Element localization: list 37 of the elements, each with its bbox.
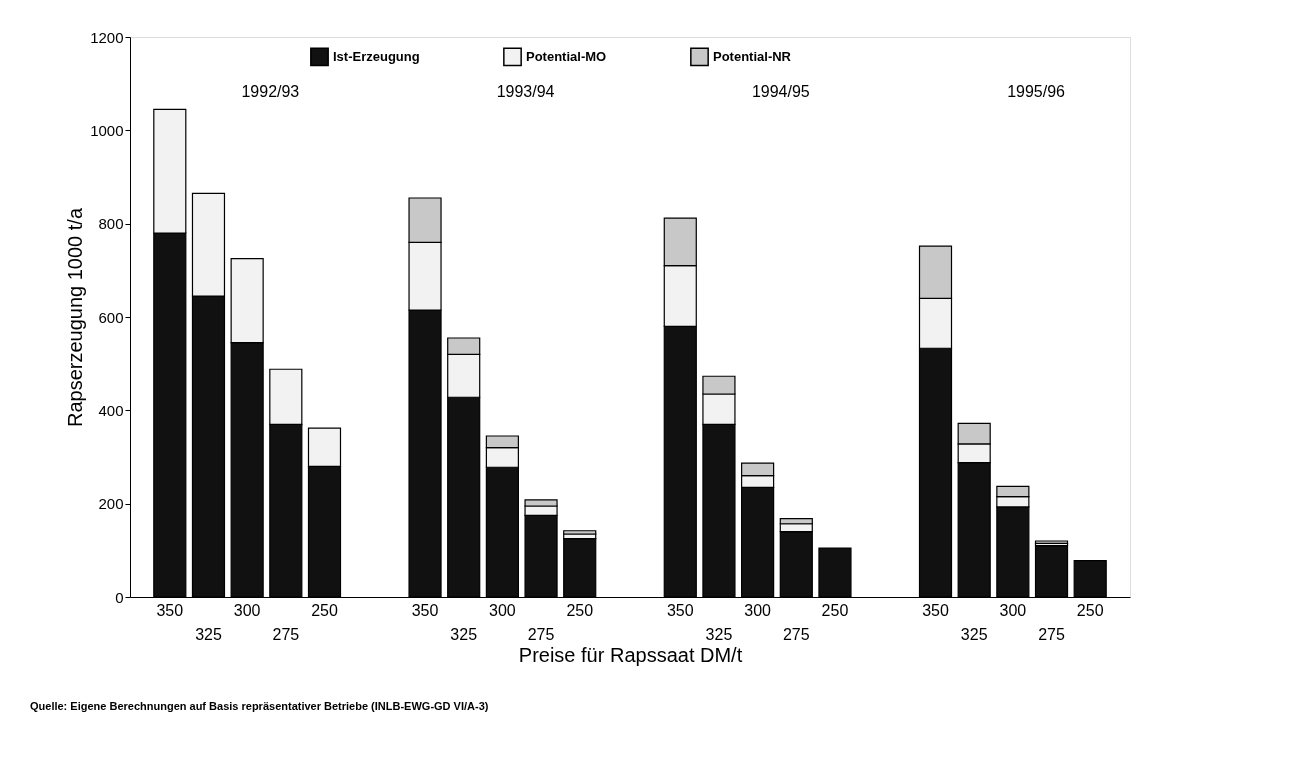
- y-tick-label: 1000: [90, 121, 124, 139]
- annotation: 1992/93: [241, 83, 300, 100]
- x-tick-label: 250: [821, 602, 849, 619]
- x-tick-label: 250: [311, 602, 338, 619]
- x-tick-label: 325: [450, 626, 478, 643]
- legend-label: Ist-Erzeugung: [333, 48, 420, 64]
- y-tick-label: 0: [115, 588, 124, 606]
- y-tick-label: 1200: [90, 28, 124, 46]
- legend-label: Potential-MO: [526, 48, 607, 64]
- y-tick-label: 400: [98, 401, 124, 419]
- x-tick-label: 325: [705, 626, 733, 643]
- annotation: 1995/96: [1007, 83, 1066, 100]
- x-tick-label: 300: [489, 602, 516, 619]
- x-axis-title: Preise für Rapssaat DM/t: [518, 643, 743, 666]
- x-tick-label: 275: [527, 626, 555, 643]
- x-tick-label: 350: [666, 602, 694, 619]
- y-tick-label: 800: [98, 215, 124, 233]
- y-tick-label: 600: [98, 308, 124, 326]
- x-tick-label: 275: [272, 626, 300, 643]
- x-tick-label: 250: [566, 602, 594, 619]
- x-tick-label: 350: [411, 602, 439, 619]
- x-tick-label: 300: [233, 602, 261, 619]
- x-tick-label: 275: [782, 626, 810, 643]
- x-tick-label: 325: [960, 626, 988, 643]
- x-tick-label: 300: [999, 602, 1027, 619]
- x-tick-label: 350: [156, 602, 184, 619]
- y-tick-label: 200: [98, 495, 124, 513]
- y-axis-title: Rapserzeugung 1000 t/a: [64, 207, 87, 428]
- source-note: Quelle: Eigene Berechnungen auf Basis repräsentativer Betriebe (INLB-EWG-GD VI/A-3): [30, 700, 489, 712]
- annotation: 1994/95: [751, 83, 810, 100]
- legend-label: Potential-NR: [713, 48, 792, 64]
- x-tick-label: 300: [744, 602, 772, 619]
- annotation: 1993/94: [496, 83, 555, 100]
- x-tick-label: 325: [195, 626, 222, 643]
- x-tick-label: 275: [1038, 626, 1065, 643]
- x-tick-label: 250: [1076, 602, 1104, 619]
- x-tick-label: 350: [922, 602, 949, 619]
